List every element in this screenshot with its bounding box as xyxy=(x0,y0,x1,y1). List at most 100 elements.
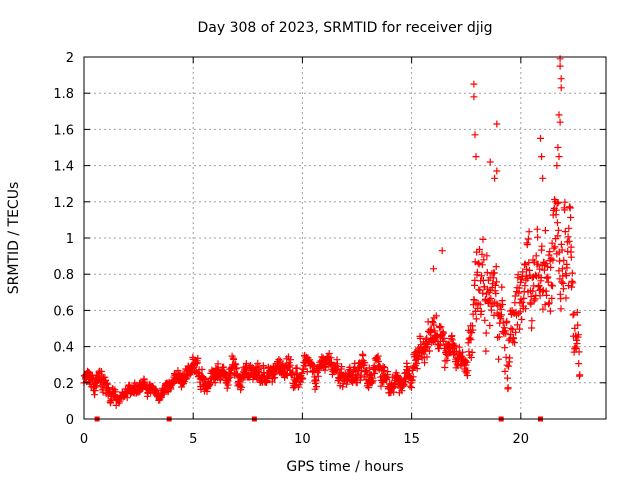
data-point xyxy=(566,204,574,212)
data-point xyxy=(545,251,553,259)
data-point xyxy=(505,362,513,370)
data-point xyxy=(255,363,263,371)
data-point xyxy=(498,283,506,291)
data-point xyxy=(527,293,535,300)
data-point xyxy=(511,292,519,300)
data-point xyxy=(544,278,552,286)
data-point xyxy=(406,382,414,390)
data-point xyxy=(477,307,485,315)
data-point xyxy=(531,295,539,303)
data-point xyxy=(523,241,531,249)
data-point xyxy=(271,370,279,378)
data-point xyxy=(569,279,577,287)
data-point xyxy=(478,261,486,269)
y-tick-label: 1.6 xyxy=(53,123,74,138)
data-point xyxy=(230,355,238,363)
data-point xyxy=(409,373,417,381)
data-point xyxy=(483,252,491,260)
data-point xyxy=(479,235,487,243)
data-point xyxy=(554,219,561,227)
data-point xyxy=(503,317,511,325)
data-point xyxy=(521,282,529,290)
data-point xyxy=(547,281,555,289)
y-tick-label: 1.2 xyxy=(53,196,74,211)
data-point xyxy=(543,291,550,299)
data-point xyxy=(538,242,546,250)
data-point xyxy=(549,282,556,290)
data-point xyxy=(515,284,523,292)
data-point xyxy=(472,315,480,323)
y-tick-label: 0.8 xyxy=(53,268,74,283)
axis-ticks: 00.20.40.60.811.21.41.61.820 5 10 15 20 xyxy=(53,51,606,447)
data-point xyxy=(473,268,481,276)
data-point xyxy=(313,383,320,391)
data-point xyxy=(467,354,475,361)
data-point xyxy=(534,233,542,241)
data-point xyxy=(238,383,246,391)
data-point xyxy=(487,294,495,302)
data-point xyxy=(443,356,451,364)
data-point xyxy=(276,357,284,365)
data-point xyxy=(518,298,526,306)
data-point xyxy=(575,360,583,368)
data-point xyxy=(491,174,499,182)
data-point xyxy=(541,227,549,234)
data-point xyxy=(198,366,206,373)
data-point xyxy=(91,387,99,395)
data-point xyxy=(486,158,494,166)
data-point xyxy=(545,299,553,307)
data-point xyxy=(532,252,540,260)
data-point xyxy=(275,356,283,363)
data-point xyxy=(542,260,550,268)
data-point xyxy=(533,225,541,233)
data-point xyxy=(413,365,421,373)
data-point xyxy=(224,381,232,389)
y-tick-label: 1.4 xyxy=(53,160,74,175)
data-point xyxy=(521,261,528,269)
data-point xyxy=(557,295,565,303)
data-point xyxy=(516,325,523,333)
data-point xyxy=(495,355,503,363)
y-tick-label: 0.2 xyxy=(53,377,74,392)
data-point xyxy=(541,301,549,309)
data-point xyxy=(539,174,547,182)
data-point xyxy=(476,301,484,309)
data-point xyxy=(476,246,483,253)
data-point xyxy=(543,274,551,282)
x-tick-label: 5 xyxy=(189,432,197,447)
y-tick-label: 2 xyxy=(66,51,74,66)
data-point xyxy=(521,260,529,268)
data-point xyxy=(528,317,536,325)
data-point xyxy=(254,359,262,367)
data-point xyxy=(516,308,524,316)
data-point xyxy=(455,343,463,351)
data-point xyxy=(539,288,547,296)
data-point xyxy=(497,315,505,323)
data-point xyxy=(482,347,490,355)
data-point xyxy=(548,239,556,247)
data-point xyxy=(427,326,435,333)
data-point xyxy=(471,131,479,139)
data-point xyxy=(369,377,377,385)
data-point xyxy=(538,153,546,161)
data-point xyxy=(506,354,514,362)
data-point xyxy=(474,259,482,267)
data-point xyxy=(478,272,486,280)
data-point xyxy=(551,243,559,251)
x-tick-label: 0 xyxy=(80,432,88,447)
data-point xyxy=(108,395,116,403)
data-point xyxy=(479,289,487,297)
data-point xyxy=(560,285,567,293)
data-point xyxy=(493,278,500,286)
data-point xyxy=(520,294,528,302)
data-point xyxy=(565,224,573,232)
data-point xyxy=(568,277,576,285)
data-point xyxy=(408,384,415,391)
data-point xyxy=(554,232,562,240)
data-point xyxy=(403,363,411,371)
data-point xyxy=(562,272,570,280)
data-point xyxy=(501,344,509,352)
data-point xyxy=(441,364,449,371)
data-point xyxy=(432,312,440,320)
data-point xyxy=(553,200,561,208)
